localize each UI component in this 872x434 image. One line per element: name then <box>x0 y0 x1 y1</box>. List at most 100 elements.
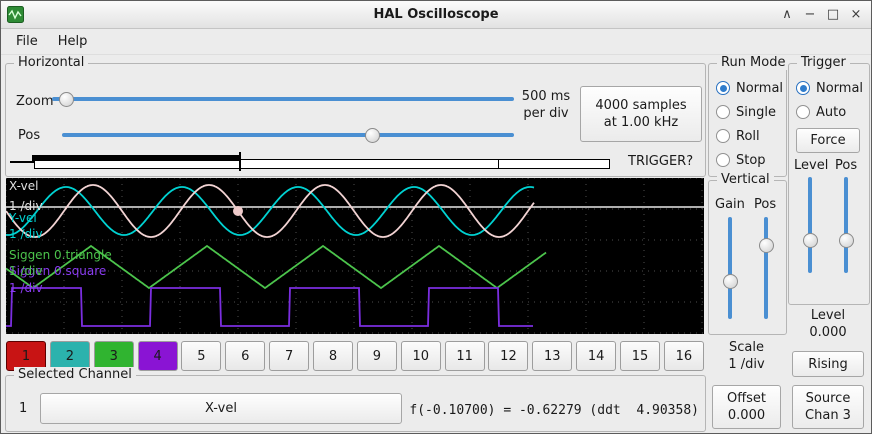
minimize-icon[interactable]: − <box>804 6 816 22</box>
channel-formula-readout: f(-0.10700) = -0.62279 (ddt 4.90358) <box>409 403 699 418</box>
hpos-slider-handle[interactable] <box>364 127 380 143</box>
radio-label: Roll <box>736 128 760 144</box>
horizontal-group-title: Horizontal <box>14 55 89 70</box>
maximize-icon[interactable]: □ <box>826 6 840 22</box>
trigger-level-handle[interactable] <box>802 232 818 248</box>
trigger-marker[interactable] <box>239 152 242 171</box>
vpos-slider-handle[interactable] <box>758 238 774 254</box>
trigger-bar-acquired-region <box>34 159 500 169</box>
menu-file[interactable]: File <box>16 33 38 49</box>
scope-channel-label: 1 /div <box>9 199 43 213</box>
channel-button-16[interactable]: 16 <box>663 341 704 371</box>
channel-button-10[interactable]: 10 <box>400 341 441 371</box>
radio-label: Stop <box>736 152 766 168</box>
trigger-position-bar[interactable] <box>8 152 616 172</box>
scope-channel-label: 1 /div <box>9 227 43 241</box>
scale-readout: Scale 1 /div <box>728 340 765 372</box>
trigger-level-groove <box>808 177 812 273</box>
trace-y-vel <box>6 186 535 236</box>
radio-dot-icon <box>716 105 730 119</box>
trigger-pos-slider[interactable] <box>837 177 855 273</box>
zoom-slider-groove <box>52 97 514 101</box>
scope-channel-label: Siggen 0.square <box>9 264 107 278</box>
scope-channel-label: 1 /div <box>9 264 43 278</box>
channel-button-9[interactable]: 9 <box>356 341 397 371</box>
samples-button[interactable]: 4000 samples at 1.00 kHz <box>580 86 702 142</box>
channel-button-13[interactable]: 13 <box>532 341 573 371</box>
radio-stop[interactable]: Stop <box>716 152 783 168</box>
scope-display: X-vel 1 /div Y-vel 1 /div Siggen 0.triangle S… <box>6 178 704 334</box>
radio-label: Normal <box>816 80 864 96</box>
trigger-pos-label: Pos <box>835 158 858 173</box>
gain-slider[interactable] <box>721 217 739 319</box>
gain-label: Gain <box>715 197 745 212</box>
channel-button-1[interactable]: 1 <box>6 341 46 371</box>
channel-button-6[interactable]: 6 <box>225 341 266 371</box>
trigger-question-label: TRIGGER? <box>628 154 694 169</box>
channel-button-3[interactable]: 3 <box>93 341 134 371</box>
radio-dot-icon <box>716 81 730 95</box>
app-icon <box>7 6 24 23</box>
run-mode-group-title: Run Mode <box>717 55 790 70</box>
vpos-slider-groove <box>764 217 768 319</box>
menu-help[interactable]: Help <box>57 33 88 49</box>
radio-dot-icon <box>716 153 730 167</box>
selected-channel-group: Selected Channel 1 X-vel f(-0.10700) = -… <box>5 367 706 432</box>
selected-channel-number: 1 <box>19 401 28 416</box>
offset-button[interactable]: Offset 0.000 <box>712 385 781 429</box>
channel-button-5[interactable]: 5 <box>181 341 222 371</box>
hpos-slider[interactable] <box>62 126 514 144</box>
radio-single[interactable]: Single <box>716 104 783 120</box>
window-controls: ∧ − □ × <box>777 4 866 24</box>
horizontal-group: Horizontal Zoom 500 ms per div 4000 samp… <box>5 55 706 177</box>
radio-auto[interactable]: Auto <box>796 104 863 120</box>
channel-button-15[interactable]: 15 <box>620 341 661 371</box>
channel-button-4[interactable]: 4 <box>137 341 178 371</box>
channel-button-11[interactable]: 11 <box>444 341 485 371</box>
trace-siggen-0-square <box>6 287 533 327</box>
radio-dot-icon <box>716 129 730 143</box>
radio-roll[interactable]: Roll <box>716 128 783 144</box>
radio-normal[interactable]: Normal <box>716 80 783 96</box>
trigger-level-slider[interactable] <box>801 177 819 273</box>
trigger-source-button[interactable]: Source Chan 3 <box>792 385 864 429</box>
channel-button-8[interactable]: 8 <box>313 341 354 371</box>
radio-dot-icon <box>796 81 810 95</box>
scope-channel-label: Siggen 0.triangle <box>9 248 112 262</box>
scope-canvas <box>6 178 704 334</box>
close-icon[interactable]: × <box>850 6 862 22</box>
shade-icon[interactable]: ∧ <box>782 6 792 22</box>
trigger-edge-button[interactable]: Rising <box>792 351 864 377</box>
scope-channel-label: 1 /div <box>9 281 43 295</box>
radio-normal[interactable]: Normal <box>796 80 863 96</box>
vpos-slider[interactable] <box>757 217 775 319</box>
scope-channel-label: X-vel <box>9 179 39 193</box>
gain-slider-handle[interactable] <box>722 274 738 290</box>
trigger-pos-handle[interactable] <box>838 232 854 248</box>
selected-channel-name-button[interactable]: X-vel <box>40 393 402 424</box>
vpos-label: Pos <box>754 197 777 212</box>
trigger-level-label: Level <box>794 158 829 173</box>
trigger-pos-groove <box>844 177 848 273</box>
run-mode-radios: Normal Single Roll Stop <box>716 80 783 168</box>
channel-button-7[interactable]: 7 <box>269 341 310 371</box>
trigger-bar-pretrigger-segment <box>32 155 239 161</box>
channel-button-14[interactable]: 14 <box>576 341 617 371</box>
run-mode-group: Run Mode Normal Single Roll Stop <box>708 55 790 177</box>
selected-channel-title: Selected Channel <box>14 367 136 382</box>
trace-x-vel <box>6 184 535 238</box>
radio-dot-icon <box>796 105 810 119</box>
channel-button-12[interactable]: 12 <box>488 341 529 371</box>
force-button[interactable]: Force <box>796 128 860 153</box>
zoom-slider[interactable] <box>52 90 514 108</box>
trigger-level-readout: Level 0.000 <box>809 308 847 340</box>
window-title: HAL Oscilloscope <box>373 7 499 22</box>
zoom-slider-handle[interactable] <box>58 91 74 107</box>
vertical-group: Vertical Gain Pos <box>708 172 787 335</box>
channel-button-2[interactable]: 2 <box>49 341 90 371</box>
trace-siggen-0-triangle <box>6 244 547 290</box>
hpos-label: Pos <box>18 128 41 143</box>
gain-slider-groove <box>728 217 732 319</box>
trigger-group: Trigger Normal Auto Force Level Pos <box>788 55 870 305</box>
